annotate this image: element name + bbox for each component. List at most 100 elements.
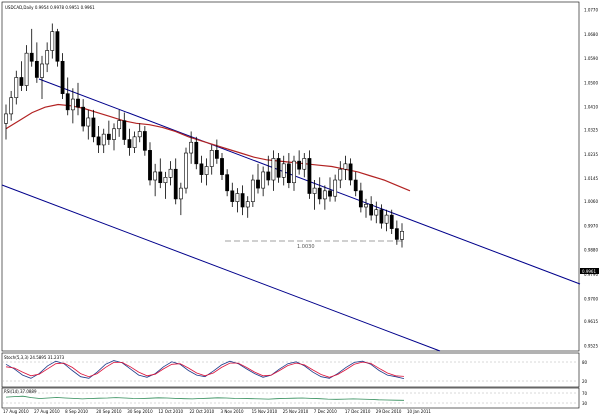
candle-body — [271, 158, 276, 181]
candle-body — [302, 158, 307, 170]
candle-body — [245, 201, 250, 208]
candle-body — [343, 163, 348, 170]
candle-body — [91, 117, 96, 138]
date-axis-label: 7 Dec 2010 — [314, 409, 337, 414]
candle-body — [230, 190, 235, 202]
candle-body — [81, 106, 86, 127]
price-axis-label: 1.0500 — [584, 80, 598, 85]
price-axis-label: 1.0235 — [584, 152, 598, 157]
date-axis-label: 29 Dec 2010 — [376, 409, 402, 414]
date-axis-label: 17 Aug 2010 — [3, 409, 29, 414]
candle-body — [45, 50, 50, 65]
candle-body — [369, 204, 374, 216]
candle-body — [394, 228, 399, 240]
candle-body — [256, 179, 260, 189]
candle-body — [117, 120, 122, 130]
rsi-level-70-label: 70 — [582, 391, 588, 396]
candle-body — [348, 163, 353, 181]
rsi-level-30-label: 30 — [582, 401, 588, 406]
date-axis-label: 25 Nov 2010 — [283, 409, 309, 414]
date-axis-label: 15 Nov 2010 — [252, 409, 278, 414]
price-axis-label: 1.0410 — [584, 105, 598, 110]
price-axis-label: 0.9615 — [584, 319, 598, 324]
date-axis-label: 22 Oct 2010 — [189, 409, 214, 414]
candle-body — [199, 163, 204, 175]
candle-body — [122, 120, 127, 140]
candle-body — [209, 150, 214, 167]
candle-body — [101, 133, 106, 146]
candles — [4, 23, 404, 248]
price-axis-label: 0.9970 — [584, 223, 598, 228]
candle-body — [358, 190, 363, 208]
support-level-label: 1.0030 — [297, 244, 315, 250]
rsi-line — [5, 395, 405, 401]
candle-body — [384, 214, 389, 224]
candle-body — [353, 179, 358, 192]
candle-body — [333, 179, 338, 197]
candle-body — [65, 93, 70, 111]
stoch-level-20-label: 20 — [582, 379, 588, 384]
rsi-label: RSI(14) 37.0889 — [4, 389, 37, 394]
price-axis-label: 1.0325 — [584, 128, 598, 133]
candle-body — [148, 150, 152, 181]
date-axis-label: 27 Aug 2010 — [34, 409, 60, 414]
candle-body — [153, 171, 158, 181]
channel-lower-line[interactable] — [1, 184, 441, 352]
price-axis-label: 1.0145 — [584, 176, 598, 181]
candle-body — [112, 128, 116, 140]
candle-body — [364, 204, 368, 208]
candle-body — [225, 174, 230, 192]
candle-body — [173, 168, 178, 200]
price-axis-label: 0.9880 — [584, 248, 598, 253]
candle-body — [24, 52, 29, 86]
candle-body — [86, 117, 91, 127]
candle-body — [379, 209, 384, 224]
candle-body — [322, 190, 327, 200]
candle-body — [4, 113, 8, 124]
candle-body — [400, 231, 404, 240]
candle-body — [235, 193, 240, 202]
candle-body — [163, 177, 168, 184]
candle-body — [29, 52, 34, 62]
candle-body — [297, 160, 302, 170]
date-axis-label: 10 Jan 2011 — [407, 409, 431, 414]
price-axis-label: 0.9525 — [584, 344, 598, 349]
candle-body — [34, 60, 39, 78]
candle-body — [184, 152, 188, 189]
price-axis-label: 1.0680 — [584, 32, 598, 37]
candle-body — [142, 131, 147, 151]
candle-body — [240, 193, 245, 208]
current-price-label: 0.9961 — [582, 269, 596, 274]
candle-body — [9, 97, 14, 115]
current-price-marker — [580, 268, 599, 274]
candle-body — [307, 158, 312, 194]
date-axis-label: 8 Sep 2010 — [65, 409, 88, 414]
candle-body — [70, 98, 75, 111]
candle-body — [76, 98, 80, 108]
stoch-signal-line — [5, 361, 405, 378]
candle-body — [292, 160, 296, 184]
stoch-panel-frame — [1, 352, 580, 388]
candle-body — [317, 187, 322, 200]
candle-body — [50, 31, 55, 51]
candle-body — [261, 171, 266, 189]
rsi-path — [5, 395, 405, 401]
date-axis-label: 30 Sep 2010 — [127, 409, 153, 414]
candle-body — [178, 187, 183, 200]
stoch-main-line — [5, 360, 405, 379]
candle-body — [19, 77, 24, 86]
candle-body — [194, 141, 199, 165]
candle-body — [374, 209, 379, 216]
candle-body — [220, 158, 224, 175]
candle-body — [40, 63, 44, 78]
price-axis-label: 1.0060 — [584, 199, 598, 204]
candle-body — [189, 141, 194, 154]
price-axis-label: 0.9790 — [584, 272, 598, 277]
candle-body — [127, 139, 132, 148]
date-axis: 17 Aug 2010 27 Aug 2010 8 Sep 2010 20 Sep 2… — [3, 409, 431, 414]
stoch-lines — [5, 360, 405, 379]
candle-body — [214, 150, 219, 159]
candle-body — [60, 60, 65, 94]
